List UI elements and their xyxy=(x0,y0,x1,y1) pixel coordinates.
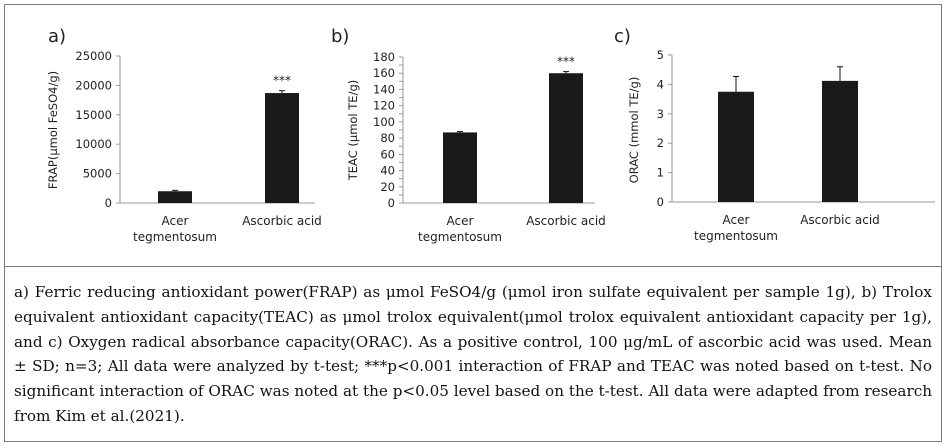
y-tick-label: 1 xyxy=(657,166,664,180)
panel-label: a) xyxy=(48,26,66,47)
y-tick-label: 20000 xyxy=(75,78,112,92)
y-tick-label: 160 xyxy=(373,66,395,80)
category-label: tegmentosum xyxy=(418,230,502,244)
y-tick-label: 140 xyxy=(373,82,395,96)
figure-frame xyxy=(4,4,942,442)
y-tick-label: 2 xyxy=(657,136,664,150)
y-tick-label: 5000 xyxy=(83,167,112,181)
y-axis-label: TEAC (μmol TE/g) xyxy=(346,80,360,182)
panel-label: c) xyxy=(614,26,631,47)
y-tick-label: 180 xyxy=(373,50,395,64)
y-tick-label: 10000 xyxy=(75,137,112,151)
y-tick-label: 20 xyxy=(380,180,395,194)
bar xyxy=(265,93,299,203)
category-label: tegmentosum xyxy=(133,230,217,244)
y-tick-label: 3 xyxy=(657,107,664,121)
significance-label: *** xyxy=(557,55,575,69)
y-tick-label: 5 xyxy=(657,48,664,62)
bar xyxy=(822,80,858,202)
y-tick-label: 80 xyxy=(380,131,395,145)
y-tick-label: 100 xyxy=(373,115,395,129)
caption-divider xyxy=(4,266,942,267)
y-tick-label: 0 xyxy=(657,195,664,209)
chart-panel-2: b) 0 20 40 60 80 100 120 140 160 180 TEAC (μmol TE/… xyxy=(331,26,606,244)
y-tick-label: 0 xyxy=(388,196,395,210)
y-axis-label: FRAP(μmol FeSO4/g) xyxy=(46,71,60,189)
chart-panel-3: c) 0 1 2 3 4 5 ORAC (mmol TE/g) Acer tegmentosum A… xyxy=(614,26,935,243)
y-tick-label: 120 xyxy=(373,99,395,113)
panel-label: b) xyxy=(331,26,349,47)
y-tick-label: 0 xyxy=(105,196,112,210)
y-axis-label: ORAC (mmol TE/g) xyxy=(627,77,641,184)
bar xyxy=(549,73,583,203)
bar xyxy=(718,91,754,202)
chart-panel-1: a) 0 5000 10000 15000 20000 25000 FRAP(μmol FeS… xyxy=(46,26,322,244)
category-label: Ascorbic acid xyxy=(242,214,322,228)
bar xyxy=(158,191,192,203)
bar xyxy=(443,132,477,203)
significance-label: *** xyxy=(273,74,291,88)
y-tick-label: 15000 xyxy=(75,108,112,122)
category-label: Ascorbic acid xyxy=(800,213,880,227)
category-label: Ascorbic acid xyxy=(526,214,606,228)
y-tick-label: 60 xyxy=(380,147,395,161)
category-label: tegmentosum xyxy=(694,229,778,243)
y-tick-label: 25000 xyxy=(75,49,112,63)
category-label: Acer xyxy=(723,213,750,227)
category-label: Acer xyxy=(447,214,474,228)
category-label: Acer xyxy=(162,214,189,228)
y-tick-label: 40 xyxy=(380,164,395,178)
y-tick-label: 4 xyxy=(657,77,664,91)
figure-caption: a) Ferric reducing antioxidant power(FRA… xyxy=(14,283,932,425)
